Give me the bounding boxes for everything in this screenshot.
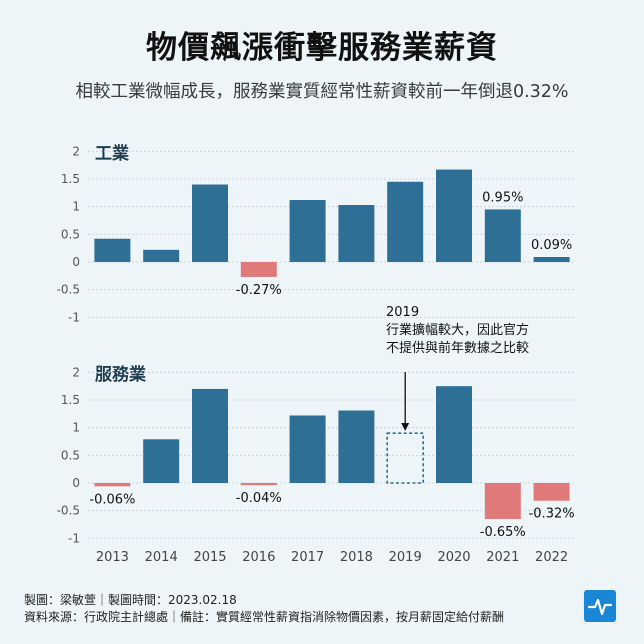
bar [484,483,521,519]
x-tick-label: 2014 [145,550,178,565]
bar [94,483,131,487]
y-tick-label: 0.5 [61,448,80,462]
bar [94,238,131,262]
bar [533,257,570,262]
y-tick-label: 0 [72,476,80,490]
panel-label: 工業 [95,143,129,164]
chart-area: 工業 2 1.5 1 0.5 0 -0.5 -1 -0.27% 0.95% 0.09% 服務業 2 1.5… [57,143,576,565]
chart-subtitle: 相較工業微幅成長，服務業實質經常性薪資較前一年倒退0.32% [75,82,569,102]
y-tick-label: -0.5 [57,283,80,297]
bar [338,205,375,262]
y-tick-label: 0 [72,255,80,269]
bar [289,415,326,483]
y-tick-label: 0.5 [61,227,80,241]
x-tick-label: 2020 [437,550,470,565]
annotation-year: 2019 [386,305,419,320]
y-tick-label: 1 [72,421,80,435]
bar [289,200,326,262]
x-tick-label: 2022 [535,550,568,565]
logo-icon [584,590,616,622]
y-tick-label: -0.5 [57,504,80,518]
bar [436,169,472,262]
bar [533,483,570,501]
bar [436,386,472,483]
y-tick-label: -1 [68,310,80,324]
bar [338,410,375,483]
placeholder-bar [386,432,425,484]
bar [240,483,277,486]
data-label: -0.32% [529,507,575,522]
data-label: 0.95% [482,190,523,205]
bar [143,249,180,262]
x-tick-label: 2015 [193,550,226,565]
y-tick-label: 1 [72,200,80,214]
bar [484,209,521,262]
x-tick-label: 2018 [340,550,373,565]
panel-label: 服務業 [95,364,146,385]
annotation-line-2: 不提供與前年數據之比較 [386,340,529,356]
y-tick-label: -1 [68,531,80,545]
annotation-arrow-head [401,423,410,431]
data-label: 0.09% [531,238,572,253]
footer-credit: 製圖：梁敏萱｜製圖時間：2023.02.18 [24,593,237,607]
y-tick-label: 2 [72,144,80,158]
x-tick-label: 2016 [242,550,275,565]
data-label: -0.65% [480,525,526,540]
chart-title: 物價飆漲衝擊服務業薪資 [146,30,498,66]
bar [143,439,180,483]
bar [240,262,277,277]
data-label: -0.04% [236,491,282,506]
y-tick-label: 1.5 [61,393,80,407]
bar [192,184,228,262]
x-tick-label: 2021 [486,550,519,565]
data-label: -0.27% [236,283,282,298]
bar [387,181,424,262]
annotation-line-1: 行業擴幅較大，因此官方 [386,322,529,338]
data-label: -0.06% [89,492,135,507]
y-tick-label: 1.5 [61,172,80,186]
bar [192,388,228,483]
x-tick-label: 2013 [96,550,129,565]
x-tick-label: 2017 [291,550,324,565]
footer-source: 資料來源：行政院主計總處｜備註：實質經常性薪資指消除物價因素，按月薪固定給付薪酬 [24,610,505,624]
y-tick-label: 2 [72,365,80,379]
x-tick-label: 2019 [389,550,422,565]
